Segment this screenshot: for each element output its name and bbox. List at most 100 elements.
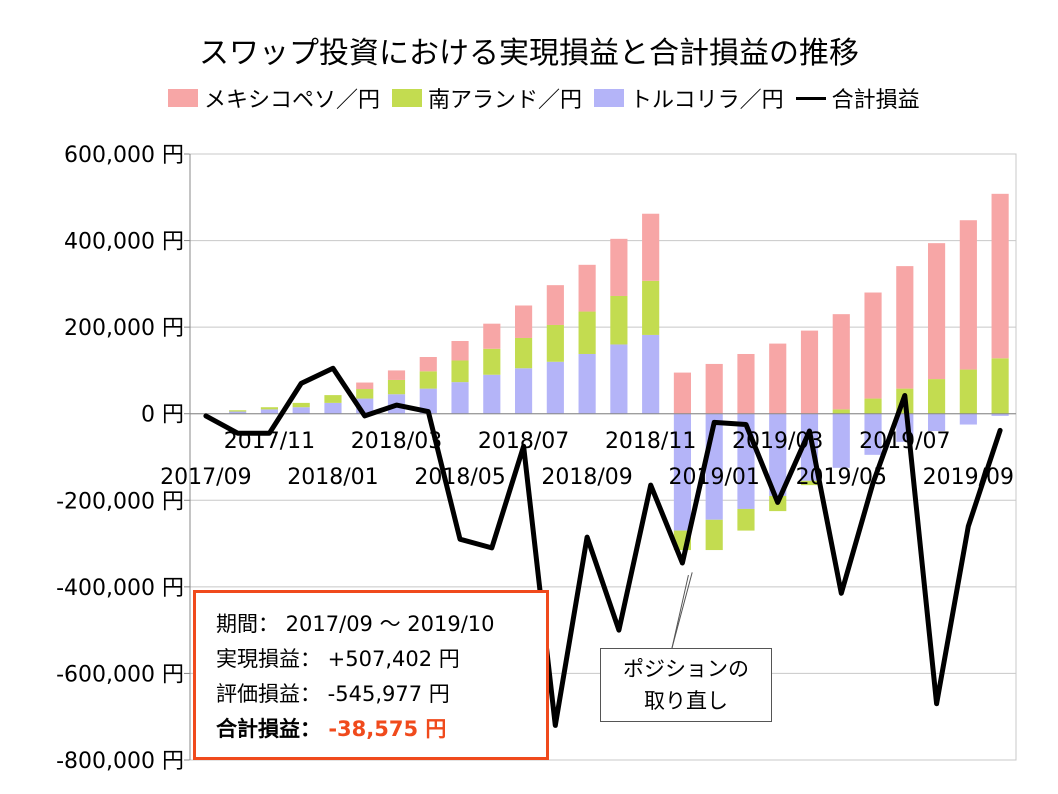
bar-zar bbox=[705, 519, 723, 551]
summary-box: 期間： 2017/09 ～ 2019/10 実現損益： +507,402 円 評… bbox=[193, 590, 549, 760]
legend-label-try: トルコリラ／円 bbox=[630, 88, 784, 113]
bar-mxn bbox=[769, 343, 787, 414]
bar-mxn bbox=[642, 213, 660, 281]
bar-zar bbox=[991, 358, 1009, 414]
bar-zar bbox=[387, 379, 406, 395]
legend-label-mxn: メキシコペソ／円 bbox=[204, 88, 381, 113]
annotation-leader bbox=[671, 572, 693, 649]
y-tick-label: -400,000 円 bbox=[56, 576, 184, 601]
y-tick-labels: 600,000 円 400,000 円 200,000 円 0 円 -200,000 円… bbox=[56, 143, 184, 774]
bar-try bbox=[769, 413, 787, 496]
bar-mxn bbox=[864, 292, 882, 399]
bar-mxn bbox=[737, 353, 755, 414]
bar-try bbox=[514, 368, 533, 414]
annotation-text-line1: ポジションの bbox=[623, 657, 749, 681]
bar-mxn bbox=[356, 382, 374, 390]
bar-zar bbox=[832, 409, 850, 414]
bar-mxn bbox=[959, 220, 977, 370]
bar-try bbox=[229, 411, 247, 414]
bar-mxn bbox=[896, 266, 914, 389]
y-tick-label: 200,000 円 bbox=[64, 316, 184, 341]
bar-try bbox=[546, 361, 564, 414]
bar-try bbox=[642, 334, 660, 414]
bar-try bbox=[578, 353, 596, 414]
bar-zar bbox=[642, 280, 660, 335]
x-tick-label: 2019/07 bbox=[859, 429, 950, 454]
x-tick-label: 2017/09 bbox=[160, 465, 251, 490]
bar-zar bbox=[610, 295, 628, 345]
legend-item-mxn: メキシコペソ／円 bbox=[168, 82, 380, 114]
bar-try bbox=[832, 413, 850, 468]
annotation-leader-group bbox=[671, 572, 693, 649]
total-line bbox=[203, 365, 1003, 728]
bar-mxn bbox=[800, 330, 819, 414]
bar-mxn bbox=[451, 340, 469, 361]
x-tick-label: 2018/05 bbox=[414, 465, 505, 490]
legend-label-total: 合計損益 bbox=[831, 88, 920, 113]
bar-mxn bbox=[387, 370, 406, 380]
bar-try bbox=[483, 374, 501, 414]
y-tick-label: -800,000 円 bbox=[56, 749, 184, 774]
bar-mxn bbox=[546, 285, 564, 325]
bar-zar bbox=[959, 369, 977, 414]
x-tick-labels: 2017/11 2018/03 2018/07 2018/11 2019/03 2019/… bbox=[160, 429, 1014, 490]
bar-try bbox=[292, 407, 310, 414]
chart-title: スワップ投資における実現損益と合計損益の推移 bbox=[199, 36, 859, 71]
x-tick-label: 2018/09 bbox=[541, 465, 632, 490]
bar-zar bbox=[324, 395, 342, 403]
y-tick-label: -600,000 円 bbox=[56, 662, 184, 687]
bar-mxn bbox=[705, 363, 723, 414]
bar-zar bbox=[451, 360, 469, 383]
bar-zar bbox=[864, 398, 882, 414]
bar-zar bbox=[419, 371, 437, 389]
bar-mxn bbox=[832, 314, 850, 410]
annotation-text-line2: 取り直し bbox=[644, 689, 728, 713]
bar-zar bbox=[356, 389, 374, 399]
bar-zar bbox=[229, 410, 247, 412]
bar-zar bbox=[927, 379, 946, 414]
bar-try bbox=[610, 344, 628, 414]
legend-swatch-try bbox=[594, 89, 625, 107]
y-tick-label: 0 円 bbox=[141, 403, 184, 428]
bar-try bbox=[959, 413, 977, 425]
x-tick-label: 2018/11 bbox=[605, 429, 696, 454]
bar-zar bbox=[483, 348, 501, 375]
summary-unrealized: 評価損益： -545,977 円 bbox=[216, 682, 450, 706]
total-line-group bbox=[203, 365, 1003, 728]
legend-label-zar: 南アランド／円 bbox=[428, 88, 583, 113]
bars bbox=[190, 193, 1016, 551]
bar-try bbox=[927, 413, 946, 432]
bar-mxn bbox=[514, 305, 533, 338]
x-tick-label: 2019/01 bbox=[668, 465, 759, 490]
bar-try bbox=[991, 413, 1009, 416]
bar-try bbox=[260, 409, 279, 414]
x-tick-label: 2018/03 bbox=[351, 429, 442, 454]
summary-period: 期間： 2017/09 ～ 2019/10 bbox=[216, 612, 495, 636]
bar-try bbox=[419, 388, 437, 414]
bar-mxn bbox=[483, 323, 501, 349]
bar-mxn bbox=[610, 238, 628, 296]
x-tick-label: 2019/09 bbox=[923, 465, 1014, 490]
bar-zar bbox=[514, 337, 533, 369]
bar-zar bbox=[260, 407, 279, 410]
chart-legend: メキシコペソ／円 南アランド／円 トルコリラ／円 合計損益 bbox=[168, 82, 932, 114]
summary-total: 合計損益： -38,575 円 bbox=[216, 712, 546, 747]
x-tick-label: 2018/01 bbox=[287, 465, 378, 490]
bar-mxn bbox=[927, 243, 946, 380]
legend-swatch-mxn bbox=[168, 89, 198, 107]
bar-mxn bbox=[673, 372, 692, 414]
legend-item-zar: 南アランド／円 bbox=[392, 82, 582, 114]
bar-try bbox=[324, 402, 342, 414]
legend-line-total bbox=[795, 96, 826, 100]
legend-item-try: トルコリラ／円 bbox=[594, 82, 784, 114]
legend-item-total: 合計損益 bbox=[795, 82, 920, 114]
bar-mxn bbox=[419, 357, 437, 372]
bar-try bbox=[451, 382, 469, 414]
bar-mxn bbox=[991, 193, 1009, 359]
y-tick-label: -200,000 円 bbox=[56, 489, 184, 514]
legend-swatch-zar bbox=[392, 89, 423, 107]
y-tick-label: 600,000 円 bbox=[64, 143, 184, 168]
bar-mxn bbox=[578, 264, 596, 312]
bar-try bbox=[673, 413, 692, 531]
